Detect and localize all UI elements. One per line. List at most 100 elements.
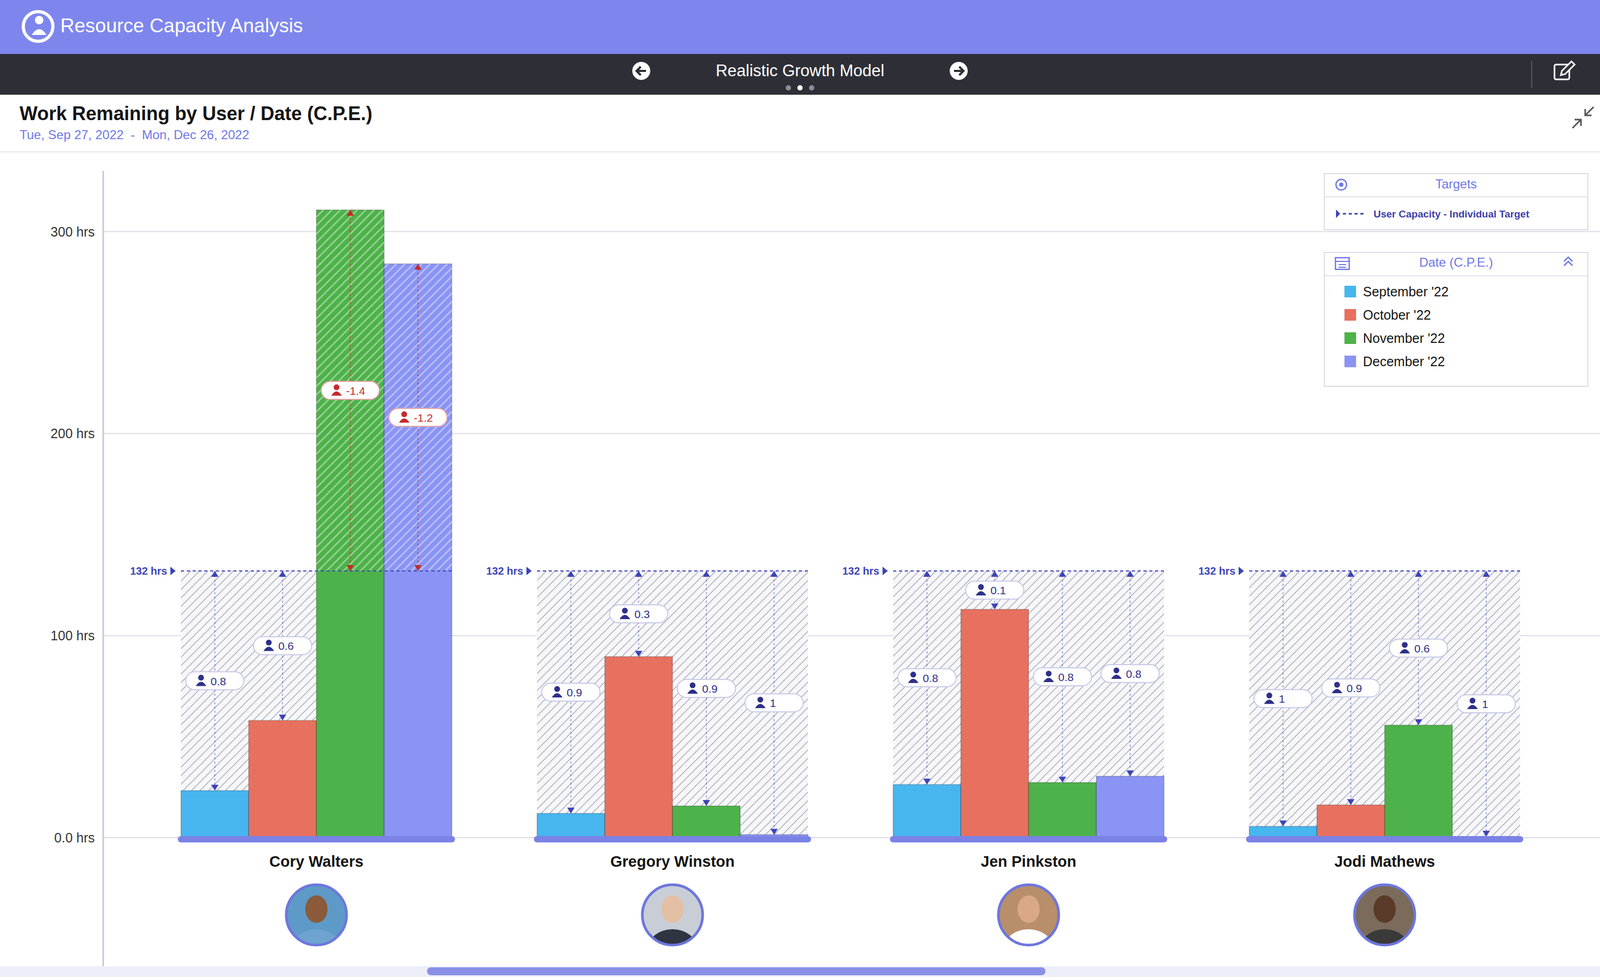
fte-badge-bg — [897, 668, 957, 687]
bars — [180, 210, 452, 838]
user-name: Jodi Mathews — [1334, 852, 1435, 870]
fte-badge-bg — [253, 636, 312, 655]
fte-label: 0.9 — [566, 686, 583, 699]
gap-arrow — [1058, 570, 1067, 577]
fte-badge-bg — [541, 683, 600, 702]
fte-badge: 0.8 — [897, 668, 957, 687]
fte-badge: 0.1 — [965, 580, 1024, 599]
targets-panel — [1324, 173, 1588, 230]
avatar — [996, 883, 1061, 968]
fte-label: 1 — [1278, 692, 1286, 705]
bars — [537, 570, 808, 838]
gap-arrow — [1058, 776, 1067, 783]
fte-badge: 1 — [1253, 689, 1313, 708]
collapse-icon[interactable] — [1572, 106, 1594, 129]
fte-badge: 0.8 — [1033, 667, 1092, 686]
page-dot[interactable] — [797, 85, 803, 91]
legend-panel — [1324, 252, 1588, 387]
fte-icon — [1402, 641, 1408, 648]
y-tick-label: 200 hrs — [50, 425, 95, 441]
bar — [248, 720, 317, 838]
bar — [1028, 782, 1097, 838]
fte-label: 0.1 — [990, 584, 1006, 597]
capacity-area — [537, 570, 808, 838]
avatar — [640, 883, 705, 968]
fte-badge-bg — [677, 679, 736, 698]
bar — [672, 805, 741, 838]
fte-icon — [331, 391, 342, 396]
fte-icon — [1266, 692, 1273, 699]
gap-arrow — [1126, 770, 1134, 777]
logo — [34, 15, 44, 25]
fte-badge-bg — [1253, 689, 1313, 708]
legend-title: Date (C.P.E.) — [1419, 255, 1494, 270]
bar — [893, 784, 961, 838]
capacity-area — [893, 570, 1165, 838]
fte-label: 1 — [769, 696, 777, 709]
fte-icon — [689, 682, 696, 689]
separator — [1531, 60, 1533, 88]
fte-badge: 0.6 — [253, 636, 312, 655]
fte-icon — [1046, 670, 1052, 677]
legend-label: October '22 — [1362, 307, 1431, 323]
bar — [1316, 804, 1385, 838]
bar — [604, 656, 673, 838]
fte-badge: 0.3 — [609, 604, 668, 623]
fte-badge-bg — [1101, 664, 1160, 683]
gap-arrow — [414, 565, 422, 571]
bar — [316, 210, 385, 838]
calendar-icon — [1335, 261, 1350, 268]
avatar — [1352, 883, 1417, 968]
separator — [1324, 196, 1588, 198]
edit-icon[interactable] — [1560, 61, 1575, 76]
gap-arrow — [346, 565, 354, 571]
nav-arrow-icon[interactable] — [953, 66, 964, 76]
avatar-ring — [998, 884, 1059, 945]
nav-arrow[interactable] — [949, 61, 968, 80]
logo — [23, 11, 53, 42]
chart-title: Work Remaining by User / Date (C.P.E.) — [19, 102, 373, 125]
user-name: Jen Pinkston — [980, 852, 1077, 870]
fte-icon — [1264, 699, 1275, 704]
fte-icon — [554, 686, 561, 693]
nav-arrow-bg[interactable] — [949, 61, 968, 80]
gap-arrow — [1347, 798, 1355, 805]
page-dot[interactable] — [808, 85, 815, 91]
fte-badge-bg — [744, 693, 804, 712]
target-icon — [1339, 182, 1344, 187]
target-line — [1249, 570, 1521, 572]
scroll-thumb[interactable] — [426, 967, 1046, 976]
avatar-ring — [642, 884, 703, 945]
legend-label: September '22 — [1362, 284, 1449, 299]
avatar-head — [1373, 895, 1396, 923]
fte-badge: 1 — [744, 693, 804, 712]
avatar-body — [292, 929, 341, 968]
fte-badge: 0.8 — [185, 671, 244, 690]
fte-icon — [1467, 704, 1478, 709]
app-header — [0, 0, 1600, 54]
nav-arrow-icon[interactable] — [636, 66, 647, 76]
avatar-body — [1004, 929, 1053, 968]
fte-icon — [975, 591, 987, 596]
collapse-chevron[interactable] — [1564, 257, 1573, 266]
fte-badge: 0.9 — [677, 679, 736, 698]
gap-arrow — [1414, 719, 1423, 725]
fte-badge-bg — [388, 408, 448, 427]
user-name: Cory Walters — [269, 852, 364, 870]
fte-icon — [687, 689, 698, 694]
nav-arrow[interactable] — [632, 61, 651, 80]
nav-arrow-bg[interactable] — [632, 61, 651, 80]
fte-icon — [1334, 682, 1341, 688]
avatar-head — [661, 895, 684, 923]
gap-arrow — [702, 800, 711, 806]
fte-label: 1 — [1482, 697, 1489, 711]
target-arrow — [882, 566, 888, 576]
legend-label: November '22 — [1362, 330, 1445, 346]
fte-label: 0.6 — [1414, 642, 1430, 655]
fte-label: 0.6 — [278, 639, 294, 652]
page-dot[interactable] — [785, 85, 792, 91]
bar — [1096, 776, 1165, 838]
fte-badge: 0.6 — [1389, 639, 1448, 658]
fte-badge-bg — [1321, 678, 1380, 697]
avatar-ring — [1354, 884, 1415, 945]
